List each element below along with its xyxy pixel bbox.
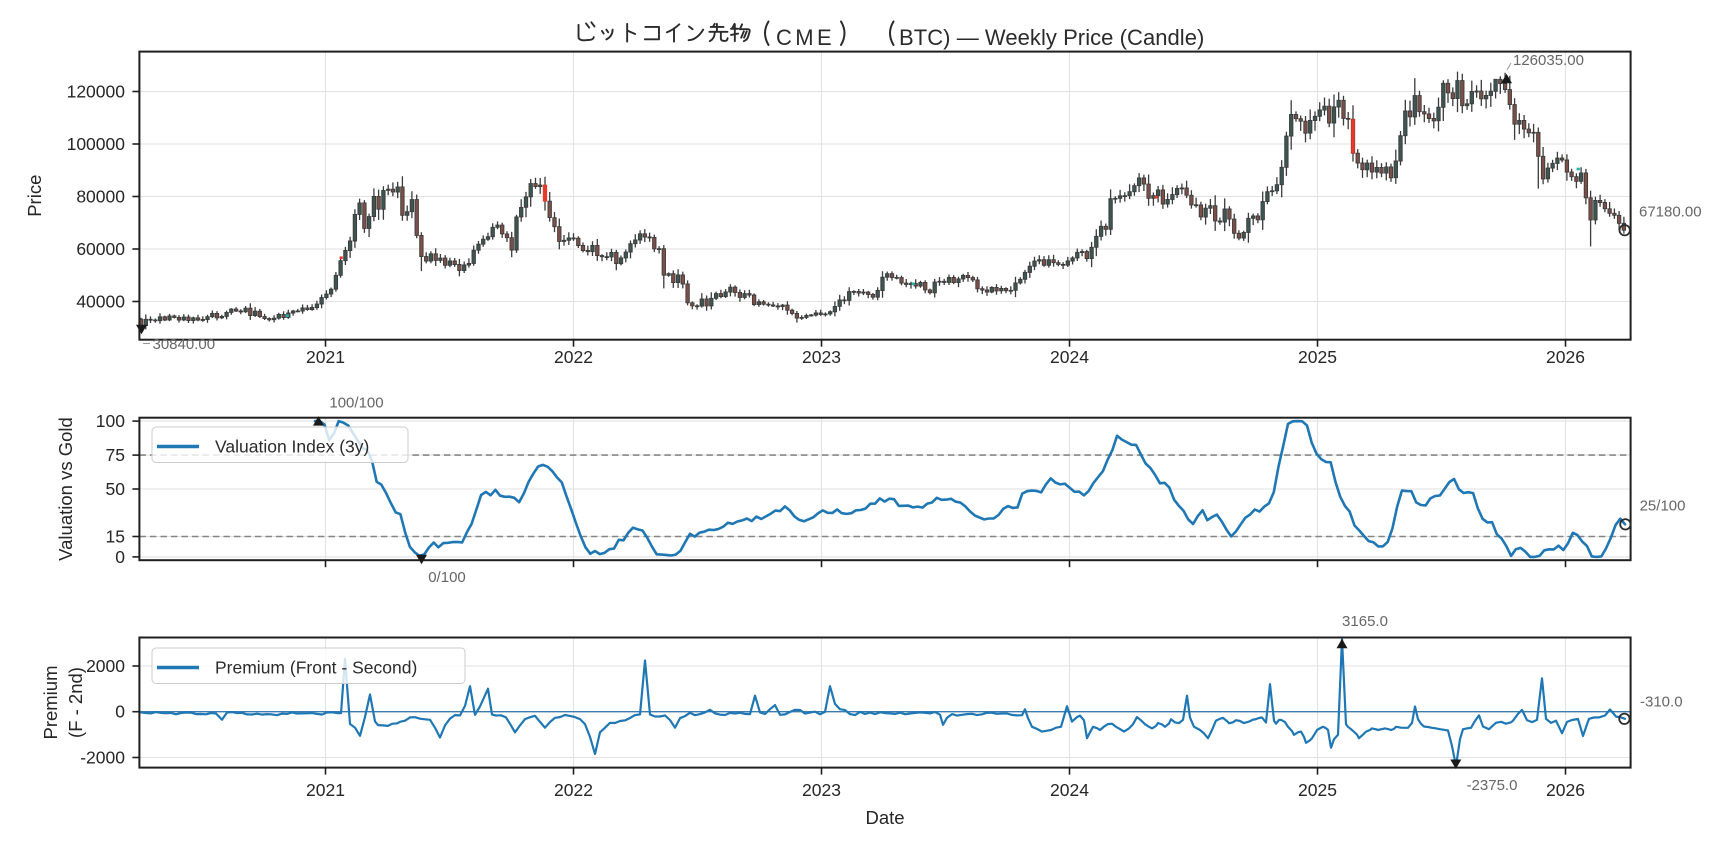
svg-text:15: 15 bbox=[106, 526, 125, 546]
svg-text:-2375.0: -2375.0 bbox=[1467, 777, 1518, 794]
svg-text:2026: 2026 bbox=[1546, 347, 1585, 367]
svg-text:Premium: Premium bbox=[40, 665, 61, 739]
svg-text:40000: 40000 bbox=[76, 292, 125, 312]
svg-text:Valuation vs Gold: Valuation vs Gold bbox=[55, 417, 76, 561]
svg-text:100000: 100000 bbox=[67, 134, 126, 154]
svg-text:100: 100 bbox=[96, 411, 125, 431]
svg-text:0: 0 bbox=[115, 547, 125, 567]
svg-text:126035.00: 126035.00 bbox=[1513, 52, 1584, 69]
svg-text:2025: 2025 bbox=[1298, 347, 1337, 367]
svg-text:2023: 2023 bbox=[802, 780, 841, 800]
svg-text:CME: CME bbox=[776, 25, 835, 50]
svg-text:2024: 2024 bbox=[1050, 780, 1089, 800]
svg-text:Price: Price bbox=[24, 175, 45, 217]
svg-text:Valuation Index (3y): Valuation Index (3y) bbox=[215, 437, 369, 457]
svg-text:2024: 2024 bbox=[1050, 347, 1089, 367]
svg-text:80000: 80000 bbox=[76, 187, 125, 207]
svg-text:-310.0: -310.0 bbox=[1640, 694, 1683, 711]
svg-text:Premium (Front - Second): Premium (Front - Second) bbox=[215, 658, 417, 678]
svg-text:30840.00: 30840.00 bbox=[153, 336, 216, 353]
svg-text:2022: 2022 bbox=[554, 780, 593, 800]
svg-text:2000: 2000 bbox=[86, 656, 125, 676]
svg-text:2026: 2026 bbox=[1546, 780, 1585, 800]
svg-text:2022: 2022 bbox=[554, 347, 593, 367]
svg-text:Date: Date bbox=[865, 807, 904, 828]
svg-text:-2000: -2000 bbox=[80, 747, 125, 767]
svg-text:2023: 2023 bbox=[802, 347, 841, 367]
svg-text:2021: 2021 bbox=[306, 347, 345, 367]
svg-text:BTC) — Weekly Price (Candle): BTC) — Weekly Price (Candle) bbox=[899, 25, 1204, 50]
svg-text:2021: 2021 bbox=[306, 780, 345, 800]
svg-text:120000: 120000 bbox=[67, 82, 126, 102]
svg-text:0/100: 0/100 bbox=[428, 569, 466, 586]
svg-text:2025: 2025 bbox=[1298, 780, 1337, 800]
svg-text:100/100: 100/100 bbox=[329, 395, 383, 412]
svg-text:60000: 60000 bbox=[76, 239, 125, 259]
svg-text:3165.0: 3165.0 bbox=[1342, 613, 1388, 630]
svg-text:25/100: 25/100 bbox=[1640, 497, 1686, 514]
svg-text:67180.00: 67180.00 bbox=[1639, 204, 1702, 221]
svg-text:75: 75 bbox=[106, 445, 125, 465]
svg-text:0: 0 bbox=[115, 702, 125, 722]
svg-text:50: 50 bbox=[106, 479, 126, 499]
svg-text:(F - 2nd): (F - 2nd) bbox=[65, 667, 86, 738]
